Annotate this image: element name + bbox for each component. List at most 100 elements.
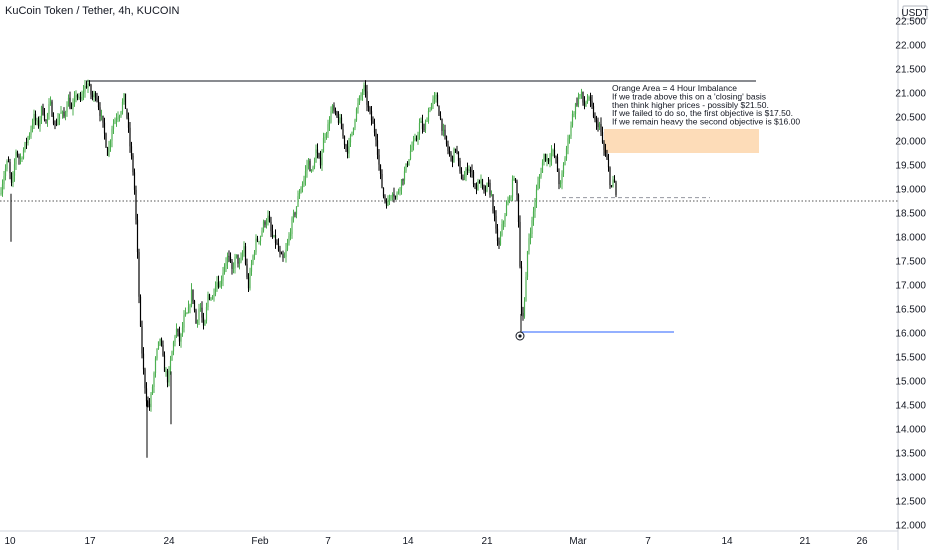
candle <box>418 118 421 140</box>
candle-body <box>526 251 529 277</box>
candle <box>93 90 95 103</box>
candle-body <box>117 117 119 119</box>
candle <box>133 168 136 195</box>
candle <box>46 112 49 127</box>
candle-body <box>421 121 424 130</box>
candle-body <box>148 403 151 408</box>
candle <box>397 188 400 195</box>
candle-body <box>270 221 272 232</box>
candle-body <box>208 294 211 300</box>
candle-body <box>493 210 496 216</box>
candle-body <box>61 111 64 113</box>
candle <box>343 135 346 149</box>
candle-body <box>412 140 415 146</box>
candle <box>0 187 2 196</box>
y-axis[interactable]: USDT 12.000 12.500 13.000 13.500 14.000 14.500… <box>895 5 929 532</box>
candle-body <box>196 320 199 324</box>
candle <box>75 90 77 103</box>
candle <box>340 114 343 130</box>
candle-body <box>426 121 428 122</box>
candle <box>451 155 454 168</box>
candle-body <box>259 236 262 242</box>
candle-body <box>99 107 101 116</box>
candle-body <box>532 211 535 221</box>
candle-body <box>561 173 563 183</box>
candle-body <box>162 345 164 356</box>
candle <box>165 367 167 377</box>
candle <box>381 169 383 189</box>
candle-body <box>291 218 293 234</box>
candle <box>196 319 199 328</box>
candle <box>147 396 149 408</box>
candle <box>226 252 229 269</box>
candle <box>258 240 260 245</box>
candle-body <box>51 101 53 117</box>
candle <box>189 303 191 314</box>
candle-body <box>33 113 35 125</box>
x-tick-label: 26 <box>856 536 868 547</box>
candle-body <box>253 252 256 256</box>
candle-body <box>277 243 280 251</box>
candle <box>355 107 358 122</box>
candle <box>532 206 535 226</box>
candle <box>372 116 374 124</box>
candle <box>487 177 490 188</box>
candle <box>294 211 296 218</box>
candle <box>559 180 562 188</box>
candle <box>192 289 194 304</box>
candle-body <box>142 353 145 370</box>
candle-body <box>247 277 250 289</box>
candle <box>271 224 274 239</box>
candle-body <box>534 202 536 212</box>
candle-body <box>582 91 584 103</box>
candle <box>34 110 37 126</box>
candle-body <box>511 179 514 197</box>
x-axis[interactable]: 10 17 24 Feb 7 14 21 Mar 7 14 21 26 <box>4 536 868 547</box>
candle-body <box>544 153 547 161</box>
candle-body <box>147 401 149 404</box>
candle-body <box>292 213 295 219</box>
candle <box>229 252 232 264</box>
candle <box>552 148 554 157</box>
candle <box>156 348 158 361</box>
candle <box>352 127 355 136</box>
candle-body <box>322 138 325 153</box>
candle <box>442 123 445 137</box>
candle-body <box>564 158 566 166</box>
candle <box>505 200 508 217</box>
candle-body <box>537 182 539 190</box>
candle-body <box>234 257 236 269</box>
candle-body <box>495 215 497 229</box>
candle <box>64 110 67 121</box>
candle <box>88 80 91 87</box>
candle <box>336 110 338 118</box>
candle <box>181 322 184 337</box>
candle-body <box>546 158 548 161</box>
candle <box>10 172 13 187</box>
candle <box>28 132 31 140</box>
candle-body <box>484 190 487 192</box>
candle <box>495 210 497 234</box>
candle <box>591 94 593 109</box>
candle-body <box>585 102 587 107</box>
candle <box>432 95 434 109</box>
candle <box>561 170 563 190</box>
candle <box>58 113 61 126</box>
candle <box>595 115 598 130</box>
candle-body <box>106 147 109 156</box>
candle <box>351 131 353 137</box>
x-tick-label: 14 <box>402 536 414 547</box>
candle <box>324 132 326 144</box>
candle <box>369 106 371 115</box>
candle-body <box>586 99 589 103</box>
candle-body <box>528 238 530 252</box>
candle-body <box>255 238 257 253</box>
candle <box>310 169 313 173</box>
candle <box>345 143 347 152</box>
candle-body <box>327 124 329 134</box>
annotations-layer <box>0 80 898 333</box>
candle <box>450 151 452 162</box>
candle-body <box>220 280 223 284</box>
